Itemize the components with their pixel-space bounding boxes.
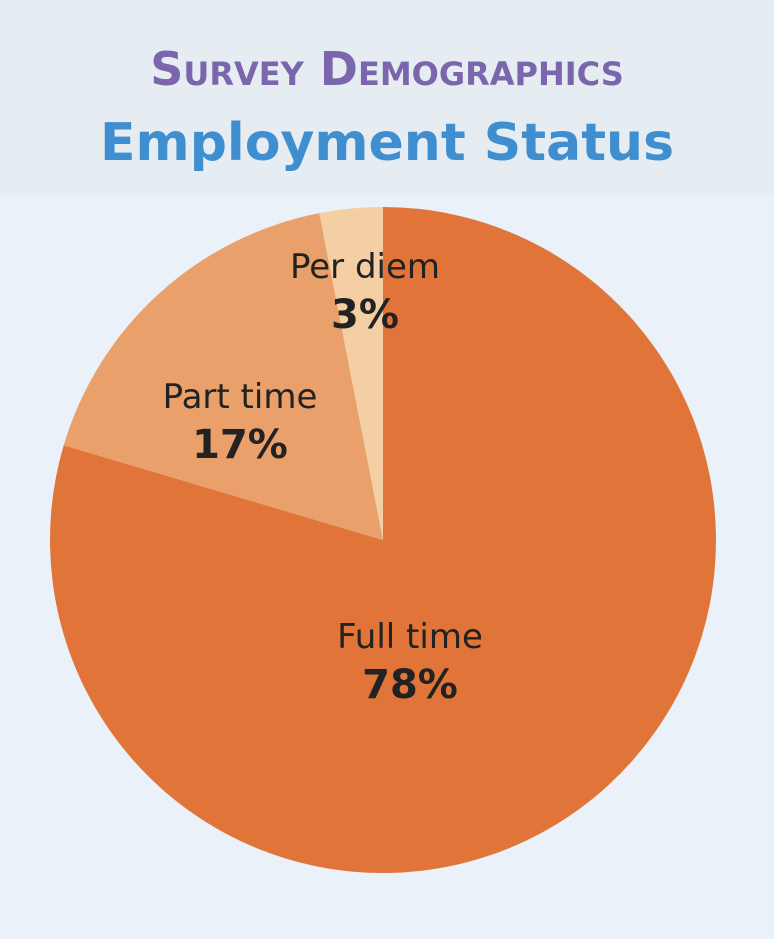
chart-subtitle: Employment Status xyxy=(100,113,674,173)
slice-label: Part time xyxy=(163,377,318,417)
value-label: 3% xyxy=(331,292,399,338)
slice-label: Per diem xyxy=(290,247,440,287)
pie-slice xyxy=(49,207,716,873)
value-label: 17% xyxy=(192,422,288,468)
slice-label: Full time xyxy=(337,617,483,657)
value-label: 78% xyxy=(362,662,458,708)
pie-slice xyxy=(319,207,383,540)
header-band xyxy=(0,0,774,195)
pie-slice xyxy=(63,213,383,540)
chart-title: Survey Demographics xyxy=(150,42,624,96)
